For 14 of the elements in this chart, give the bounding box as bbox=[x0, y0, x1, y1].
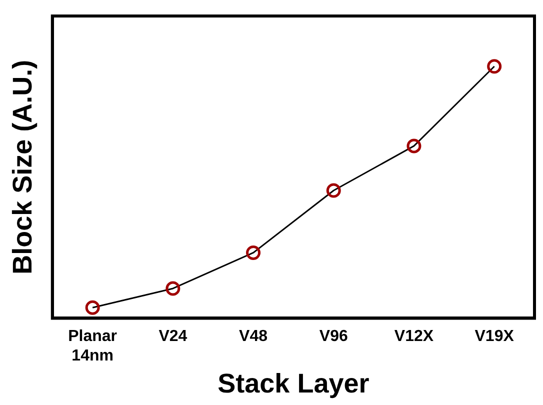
point bbox=[166, 281, 180, 296]
x-axis-title: Stack Layer bbox=[218, 368, 370, 398]
x-tick-label: V24 bbox=[158, 328, 188, 346]
x-tick-label: Planar 14nm bbox=[68, 328, 118, 364]
x-tick-label: V12X bbox=[394, 328, 434, 346]
point bbox=[406, 138, 422, 154]
x-tick-label: V96 bbox=[319, 328, 348, 346]
point bbox=[85, 300, 100, 315]
x-tick-label: V19X bbox=[474, 328, 514, 346]
point bbox=[487, 59, 502, 74]
point bbox=[246, 245, 261, 260]
point bbox=[326, 183, 341, 198]
y-axis-title: Block Size (A.U.) bbox=[8, 60, 38, 274]
x-tick-label: V48 bbox=[239, 328, 268, 346]
